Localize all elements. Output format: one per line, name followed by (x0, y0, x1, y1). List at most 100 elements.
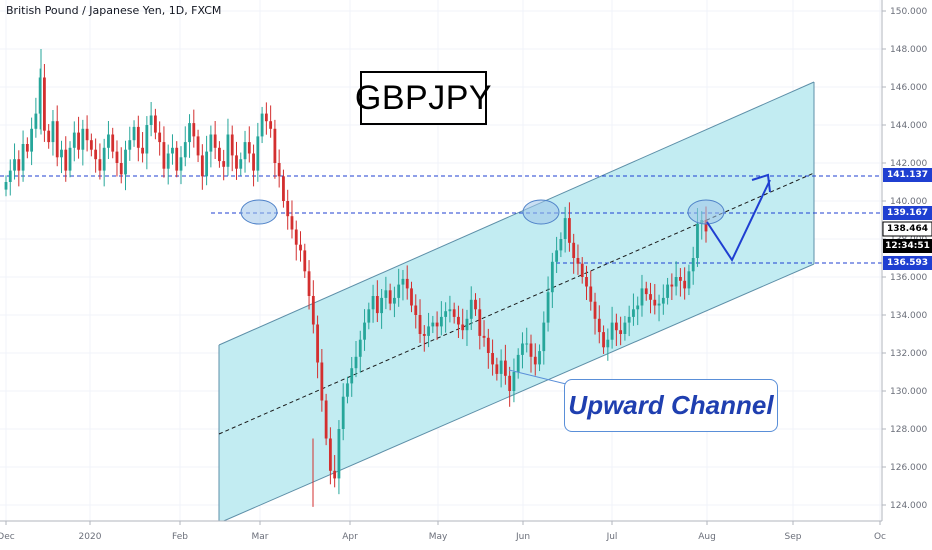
candle-body (230, 134, 234, 156)
candle-body (294, 229, 298, 245)
candle-body (576, 258, 580, 264)
candle-body (580, 263, 584, 277)
candle-body (333, 470, 337, 479)
resistance-touch-ellipse (687, 199, 725, 225)
candle-body (303, 250, 307, 272)
candle-body (196, 136, 200, 156)
candle-body (649, 294, 652, 300)
candle-body (111, 134, 115, 152)
candle-body (153, 115, 157, 133)
candle-body (678, 277, 682, 281)
candle-body (503, 360, 507, 376)
candle-body (632, 309, 635, 317)
candle-body (452, 309, 456, 317)
candle-body (384, 290, 388, 298)
price-label-bg (883, 239, 932, 253)
candle-body (98, 159, 102, 171)
candle-body (179, 157, 183, 171)
candle-body (273, 128, 277, 163)
x-tick-label: Mar (252, 532, 269, 542)
candle-body (13, 159, 16, 171)
candle-body (218, 147, 221, 162)
candle-body (149, 115, 153, 125)
candle-body (158, 132, 162, 143)
candle-body (282, 176, 285, 201)
candle-body (439, 316, 443, 327)
candle-body (141, 147, 144, 154)
candle-body (491, 353, 494, 365)
candle-body (550, 261, 554, 293)
candle-body (469, 299, 473, 319)
candle-body (175, 147, 179, 171)
candle-body (311, 296, 315, 325)
candle-body (704, 220, 708, 232)
candle-body (77, 132, 80, 150)
candle-body (559, 239, 563, 251)
symbol-header: British Pound / Japanese Yen, 1D, FXCM (6, 4, 222, 17)
candle-body (512, 372, 516, 391)
candle-body (525, 343, 529, 345)
candle-body (363, 322, 366, 340)
candle-body (286, 201, 290, 217)
candle-body (397, 284, 401, 298)
candle-body (661, 297, 665, 304)
candle-body (627, 316, 631, 323)
candle-body (64, 149, 68, 171)
x-tick-label: May (429, 532, 448, 542)
candle-body (516, 354, 520, 372)
candle-body (563, 218, 567, 239)
x-tick-label: Jun (515, 532, 530, 542)
candle-body (188, 123, 191, 143)
candle-body (8, 170, 12, 182)
candle-body (606, 339, 610, 348)
candle-body (593, 301, 597, 319)
last-price-label: 138.464 (887, 224, 928, 234)
chart-title-box: GBPJPY (355, 71, 492, 125)
candle-body (568, 218, 571, 243)
candle-body (145, 125, 149, 154)
candle-body (431, 322, 435, 327)
candle-body (687, 271, 691, 289)
candle-body (51, 121, 55, 143)
candle-body (410, 288, 413, 306)
candle-body (307, 271, 311, 296)
candle-body (422, 334, 426, 336)
upward-channel-fill (219, 82, 814, 523)
candle-body (55, 121, 59, 158)
candle-body (585, 277, 588, 287)
candle-body (414, 305, 418, 315)
candle-body (457, 316, 460, 325)
candle-body (132, 126, 136, 141)
candle-body (444, 311, 448, 317)
candle-body (81, 128, 85, 150)
candle-body (136, 126, 140, 148)
candle-body (572, 242, 576, 258)
candle-body (354, 356, 358, 369)
candle-body (128, 140, 132, 150)
y-tick-label: 124.000 (890, 501, 927, 511)
x-tick-label: Feb (172, 532, 188, 542)
candle-body (290, 216, 294, 230)
x-tick-label: Aug (698, 532, 716, 542)
callout-pointer (508, 369, 567, 385)
candle-body (670, 284, 674, 287)
candle-body (597, 318, 601, 333)
candle-body (205, 151, 209, 177)
candle-body (657, 303, 661, 306)
candle-body (371, 296, 375, 310)
candle-body (375, 296, 379, 314)
candle-body (256, 136, 260, 171)
candle-body (341, 396, 345, 429)
candle-body (486, 337, 490, 353)
candle-body (346, 383, 349, 397)
candle-body (610, 322, 614, 340)
y-tick-label: 144.000 (890, 121, 927, 131)
candle-body (644, 288, 648, 295)
candle-body (264, 113, 268, 122)
price-label-bg (883, 256, 932, 270)
candle-body (277, 163, 281, 177)
x-axis-panel (0, 521, 932, 550)
candle-body (243, 142, 247, 160)
